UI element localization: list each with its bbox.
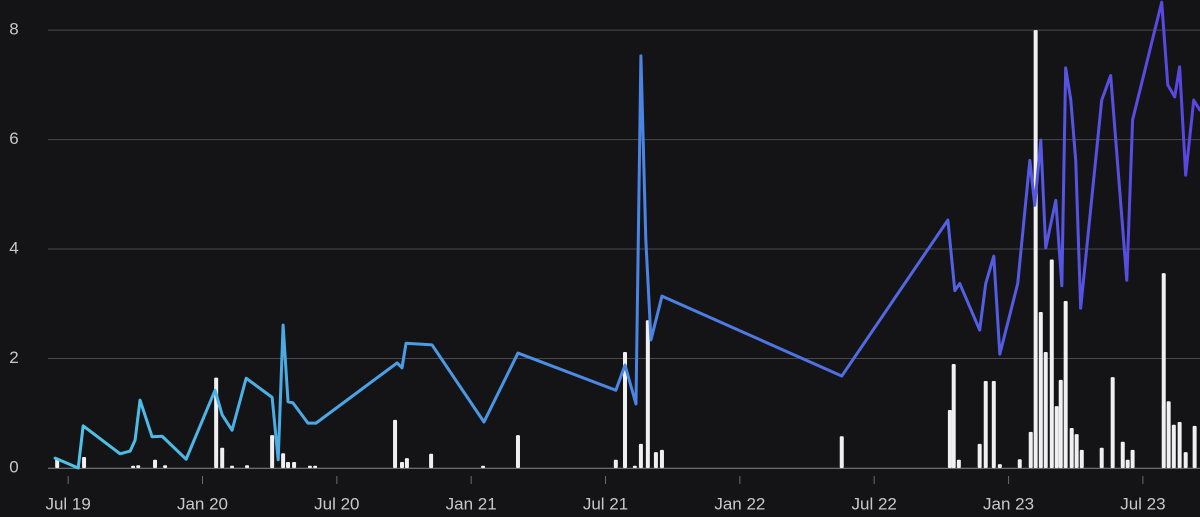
bar: [1110, 377, 1115, 468]
bar: [131, 465, 136, 468]
x-tick-label: Jan 23: [983, 494, 1034, 513]
bar: [1079, 449, 1084, 468]
bar: [1192, 425, 1197, 468]
bar: [292, 461, 297, 468]
bar: [1017, 459, 1022, 468]
x-tick-label: Jul 22: [852, 494, 897, 513]
bar: [1038, 312, 1043, 468]
bar: [515, 435, 520, 468]
bar: [1033, 30, 1038, 469]
x-tick-label: Jul 19: [45, 494, 90, 513]
bar: [1058, 379, 1063, 468]
x-tick-label: Jan 20: [177, 494, 228, 513]
bar: [1043, 351, 1048, 468]
bar: [404, 458, 409, 468]
bar: [230, 465, 235, 468]
bar: [1166, 401, 1171, 468]
y-tick-label: 6: [9, 129, 18, 148]
bar: [983, 380, 988, 468]
bar: [1063, 301, 1068, 468]
bar: [1130, 449, 1135, 468]
bar: [956, 459, 961, 468]
x-tick-label: Jul 20: [314, 494, 359, 513]
x-tick-label: Jul 23: [1120, 494, 1165, 513]
bar: [281, 453, 286, 468]
bar: [613, 459, 618, 468]
bar: [659, 449, 664, 468]
bar: [951, 364, 956, 468]
bar: [839, 436, 844, 468]
bar: [1183, 452, 1188, 468]
y-tick-label: 2: [9, 348, 18, 367]
bar: [286, 461, 291, 468]
bar: [136, 465, 141, 468]
y-tick-label: 4: [9, 239, 18, 258]
bar: [653, 452, 658, 468]
bar: [270, 435, 275, 468]
bar: [163, 465, 168, 468]
bar: [393, 419, 398, 468]
x-tick-label: Jan 22: [714, 494, 765, 513]
bar: [220, 447, 225, 468]
bar: [645, 320, 650, 468]
bar: [1177, 422, 1182, 468]
bar: [313, 465, 318, 468]
bar: [991, 380, 996, 468]
bar: [1069, 428, 1074, 468]
bar: [1074, 434, 1079, 468]
x-tick-label: Jul 21: [583, 494, 628, 513]
bar: [1120, 441, 1125, 468]
y-tick-label: 0: [9, 457, 18, 476]
bar: [1028, 431, 1033, 468]
x-tick-label: Jan 21: [446, 494, 497, 513]
bar: [997, 464, 1002, 468]
bar: [153, 459, 158, 468]
bar: [1054, 406, 1059, 468]
bar: [632, 465, 637, 468]
bar: [307, 465, 312, 468]
bar: [947, 409, 952, 468]
bar: [82, 457, 87, 468]
y-tick-label: 8: [9, 20, 18, 39]
bar: [1099, 447, 1104, 468]
bar: [429, 453, 434, 468]
bar: [1171, 424, 1176, 468]
bar: [1049, 259, 1054, 468]
bar: [638, 443, 643, 468]
bar: [1125, 459, 1130, 468]
bar: [481, 465, 486, 468]
line: [53, 0, 1200, 470]
bar: [1161, 273, 1166, 468]
bar: [399, 461, 404, 468]
bar: [245, 465, 250, 468]
bar: [623, 351, 628, 468]
bar: [977, 443, 982, 468]
